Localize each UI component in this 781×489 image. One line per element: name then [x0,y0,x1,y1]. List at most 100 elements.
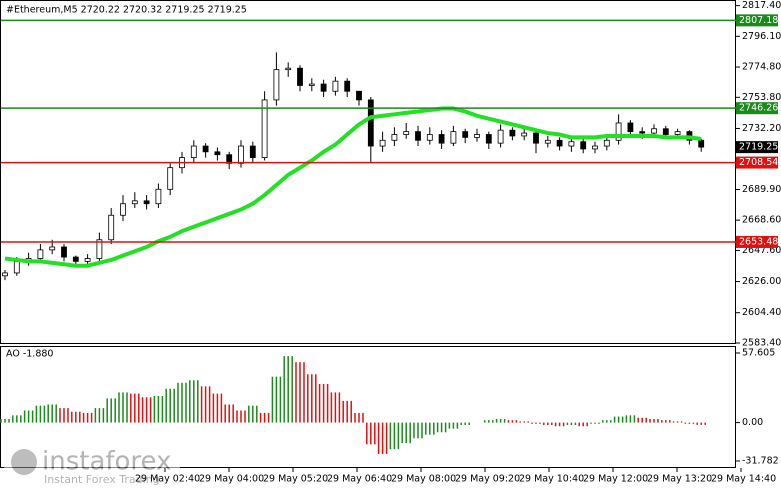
y-tick-label: 2774.80 [742,62,781,73]
y-tick-label: 2817.40 [742,0,781,11]
candle-body [120,203,126,216]
candle-body [556,139,563,147]
y-tick-label: 2604.40 [742,307,781,318]
candle-body [261,99,268,158]
candle-body [391,134,398,141]
candle-body [497,129,504,144]
y-tick-label: 2583.40 [742,338,781,349]
candle-body [627,122,634,133]
candle-body [462,131,469,138]
x-tick-label: 29 May 04:00 [199,474,264,485]
candle-body [415,131,421,141]
level-label-bg [736,156,778,169]
level-label: 2653.48 [739,236,778,247]
x-tick-label: 29 May 12:00 [583,474,648,485]
x-tick-label: 29 May 09:20 [455,474,520,485]
candle-body [143,200,150,205]
watermark: instaforex Instant Forex Trading [4,444,180,486]
candle-body [356,90,362,101]
y-tick-label: 2796.10 [742,31,781,42]
watermark-tagline: Instant Forex Trading [44,473,160,486]
y-tick-label: 2732.20 [742,123,781,134]
x-tick-label: 29 May 06:40 [327,474,392,485]
x-tick-label: 29 May 14:40 [711,474,776,485]
candle-body [49,246,56,251]
ao-panel [0,346,736,468]
candle-body [521,132,528,137]
y-tick-label: 2626.00 [742,276,781,287]
level-label: 2807.18 [739,15,778,26]
candle-body [308,83,315,86]
candle-body [450,131,457,144]
candle-body [379,139,386,147]
level-label-bg [736,102,778,115]
candle-body [61,246,67,258]
candle-body [320,83,327,92]
moving-average [4,106,702,268]
x-tick-label: 29 May 08:00 [391,474,456,485]
candle-body [474,134,480,138]
y-tick-label: 2668.60 [742,215,781,226]
candle-body [438,134,445,144]
candle-body [639,131,646,134]
candle-body [698,139,705,148]
candle-body [568,141,575,147]
candle-body [403,131,410,135]
candle-body [662,128,669,135]
watermark-brand: instaforex [42,447,171,477]
candle-body [615,122,622,141]
candle-body [226,154,233,164]
candle-body [485,134,492,144]
watermark-logo [11,449,37,475]
level-label: 2708.54 [739,157,778,168]
candle-body [651,128,657,134]
candle-body [592,145,598,150]
candle-body [674,131,681,135]
candle-body [509,129,516,137]
candle-body [544,139,551,144]
ao-title: AO -1.880 [6,349,53,360]
candle-body [108,214,115,241]
candle-body [344,80,351,92]
candle-body [155,188,162,205]
candle-body [167,167,174,190]
candle-body [580,141,587,150]
candle-body [426,134,433,141]
y-tick-label: 2647.60 [742,245,781,256]
candle-body [131,200,138,205]
price-panel [0,0,736,344]
y-tick-label: 2753.80 [742,92,781,103]
candle-body [533,132,539,144]
candle-body [202,145,209,153]
candle-body [37,249,44,259]
level-label: 2746.26 [739,103,778,114]
candle-body [84,258,91,262]
x-tick-label: 29 May 13:20 [647,474,712,485]
y-tick-label: 2689.90 [742,184,781,195]
x-tick-label: 29 May 10:40 [519,474,584,485]
candle-body [332,80,339,92]
candle-body [249,145,256,158]
price-label-bg [736,141,778,154]
level-label-bg [736,235,778,248]
candle-body [72,256,79,262]
price-label: 2719.25 [739,142,778,153]
candle-body [285,67,292,71]
x-tick-label: 29 May 05:20 [263,474,328,485]
candle-body [238,145,244,164]
candle-body [96,239,103,259]
candle-body [214,151,221,156]
candle-body [190,145,197,158]
candle-body [603,139,610,147]
candle-body [367,99,374,147]
y-tick-label: -31.782 [742,456,779,467]
candle-body [297,67,303,86]
y-tick-label: 57.605 [742,348,775,359]
candle-body [2,272,8,277]
level-label-bg [736,14,778,27]
y-tick-label: 0.00 [742,417,763,428]
candle-body [13,260,20,274]
x-tick-label: 29 May 02:40 [135,474,200,485]
candle-body [273,69,280,101]
